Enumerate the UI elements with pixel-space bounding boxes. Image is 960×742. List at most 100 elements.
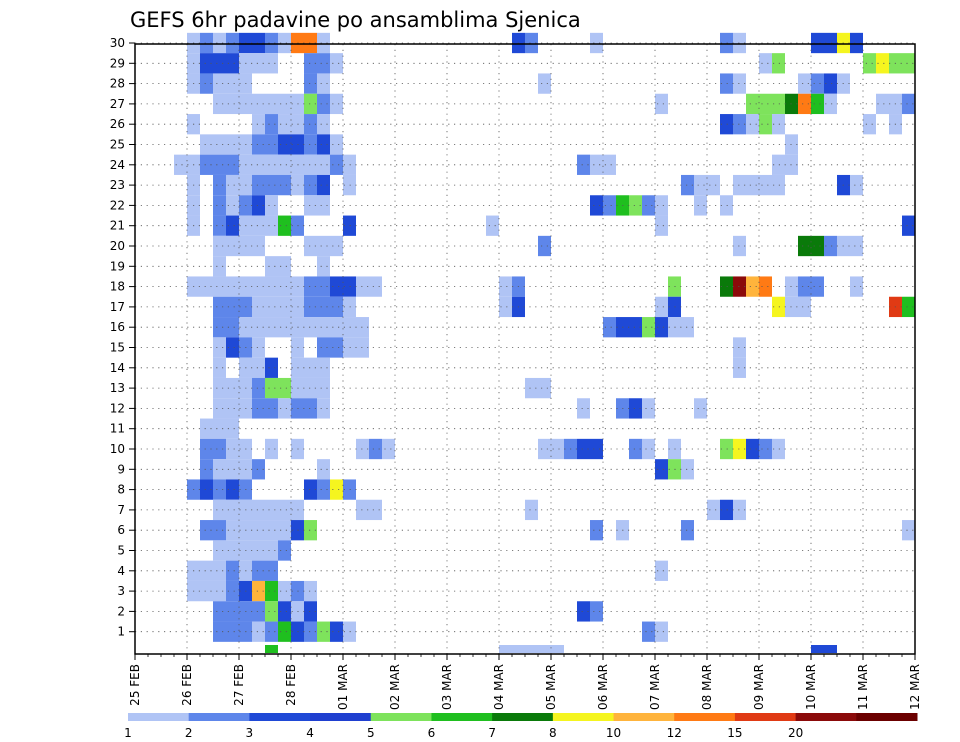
heatmap-cell bbox=[200, 418, 213, 439]
heatmap-cell bbox=[226, 53, 239, 74]
heatmap-cell bbox=[343, 215, 356, 236]
heatmap-cell bbox=[356, 317, 369, 338]
heatmap-cell bbox=[317, 114, 330, 135]
heatmap-cell bbox=[265, 540, 278, 561]
colorbar-swatch bbox=[795, 713, 857, 721]
heatmap-cell bbox=[278, 540, 291, 561]
heatmap-cell bbox=[824, 235, 837, 257]
heatmap-cell bbox=[746, 174, 759, 196]
heatmap-cell bbox=[304, 154, 317, 175]
heatmap-cell bbox=[265, 134, 278, 155]
heatmap-cell bbox=[343, 154, 356, 175]
heatmap-cell bbox=[252, 296, 265, 318]
heatmap-cell bbox=[252, 174, 265, 196]
chart-title: GEFS 6hr padavine po ansamblima Sjenica bbox=[130, 8, 581, 32]
heatmap-cell bbox=[551, 645, 564, 653]
y-tick-label: 29 bbox=[110, 56, 125, 70]
y-tick-label: 6 bbox=[117, 523, 125, 537]
heatmap-cell bbox=[317, 337, 330, 358]
heatmap-cell bbox=[304, 398, 317, 419]
heatmap-cell bbox=[252, 357, 265, 378]
heatmap-cell bbox=[278, 215, 291, 236]
colorbar-swatch bbox=[552, 713, 615, 721]
heatmap-cell bbox=[317, 53, 330, 74]
heatmap-cell bbox=[213, 296, 226, 318]
colorbar-label: 3 bbox=[246, 726, 254, 740]
heatmap-cell bbox=[317, 174, 330, 196]
y-tick-label: 3 bbox=[117, 584, 125, 598]
heatmap-cell bbox=[330, 235, 343, 257]
heatmap-cell bbox=[304, 276, 317, 297]
heatmap-cell bbox=[265, 357, 278, 378]
heatmap-cell bbox=[798, 235, 811, 257]
x-tick-label: 12 MAR bbox=[908, 664, 922, 710]
heatmap-cell bbox=[265, 296, 278, 318]
heatmap-cell bbox=[317, 235, 330, 257]
heatmap-cell bbox=[317, 621, 330, 642]
heatmap-cell bbox=[265, 32, 278, 54]
colorbar-label: 7 bbox=[488, 726, 496, 740]
heatmap-cell bbox=[226, 337, 239, 358]
heatmap-cell bbox=[902, 215, 915, 236]
y-tick-label: 19 bbox=[110, 259, 125, 273]
heatmap-cell bbox=[265, 438, 278, 460]
heatmap-cell bbox=[330, 276, 343, 297]
x-tick-label: 09 MAR bbox=[752, 664, 766, 710]
heatmap-cell bbox=[278, 134, 291, 155]
heatmap-cell bbox=[213, 337, 226, 358]
heatmap-cell bbox=[707, 174, 720, 196]
heatmap-cell bbox=[382, 438, 395, 460]
heatmap-cell bbox=[356, 276, 369, 297]
heatmap-cell bbox=[226, 174, 239, 196]
heatmap-cell bbox=[317, 377, 330, 399]
heatmap-cell bbox=[811, 73, 824, 94]
heatmap-cell bbox=[694, 398, 707, 419]
heatmap-cell bbox=[343, 317, 356, 338]
heatmap-cell bbox=[213, 174, 226, 196]
heatmap-cell bbox=[200, 580, 213, 602]
heatmap-cell bbox=[213, 621, 226, 642]
heatmap-cell bbox=[265, 398, 278, 419]
x-tick-label: 08 MAR bbox=[700, 664, 714, 710]
heatmap-cell bbox=[772, 438, 785, 460]
heatmap-cell bbox=[226, 154, 239, 175]
heatmap-cell bbox=[226, 621, 239, 642]
heatmap-cell bbox=[278, 520, 291, 541]
x-tick-label: 06 MAR bbox=[596, 664, 610, 710]
heatmap-cell bbox=[213, 195, 226, 216]
heatmap-cell bbox=[226, 540, 239, 561]
x-tick-label: 02 MAR bbox=[388, 664, 402, 710]
heatmap-cell bbox=[265, 520, 278, 541]
heatmap-cell bbox=[265, 580, 278, 602]
heatmap-cell bbox=[252, 540, 265, 561]
x-tick-label: 01 MAR bbox=[336, 664, 350, 710]
heatmap-cell bbox=[317, 93, 330, 115]
heatmap-cell bbox=[200, 459, 213, 480]
heatmap-cell bbox=[317, 134, 330, 155]
heatmap-cell bbox=[226, 418, 239, 439]
heatmap-cell bbox=[304, 235, 317, 257]
heatmap-cell bbox=[252, 317, 265, 338]
y-tick-label: 4 bbox=[117, 564, 125, 578]
heatmap-cell bbox=[252, 32, 265, 54]
heatmap-cell bbox=[330, 93, 343, 115]
heatmap-cell bbox=[200, 276, 213, 297]
colorbar-swatch bbox=[856, 713, 918, 721]
heatmap-cell bbox=[356, 499, 369, 521]
x-tick-label: 28 FEB bbox=[284, 664, 298, 706]
heatmap-cell bbox=[278, 601, 291, 622]
heatmap-cell bbox=[681, 520, 694, 541]
heatmap-cell bbox=[694, 195, 707, 216]
y-tick-label: 10 bbox=[110, 442, 125, 456]
heatmap-cell bbox=[226, 601, 239, 622]
heatmap-cell bbox=[356, 438, 369, 460]
heatmap-cell bbox=[772, 114, 785, 135]
heatmap-cell bbox=[733, 114, 746, 135]
x-tick-label: 27 FEB bbox=[232, 664, 246, 706]
heatmap-cell bbox=[369, 499, 382, 521]
heatmap-cell bbox=[252, 580, 265, 602]
heatmap-cell bbox=[369, 438, 382, 460]
heatmap-cell bbox=[213, 357, 226, 378]
x-tick-label: 25 FEB bbox=[128, 664, 142, 706]
heatmap-cell bbox=[343, 337, 356, 358]
